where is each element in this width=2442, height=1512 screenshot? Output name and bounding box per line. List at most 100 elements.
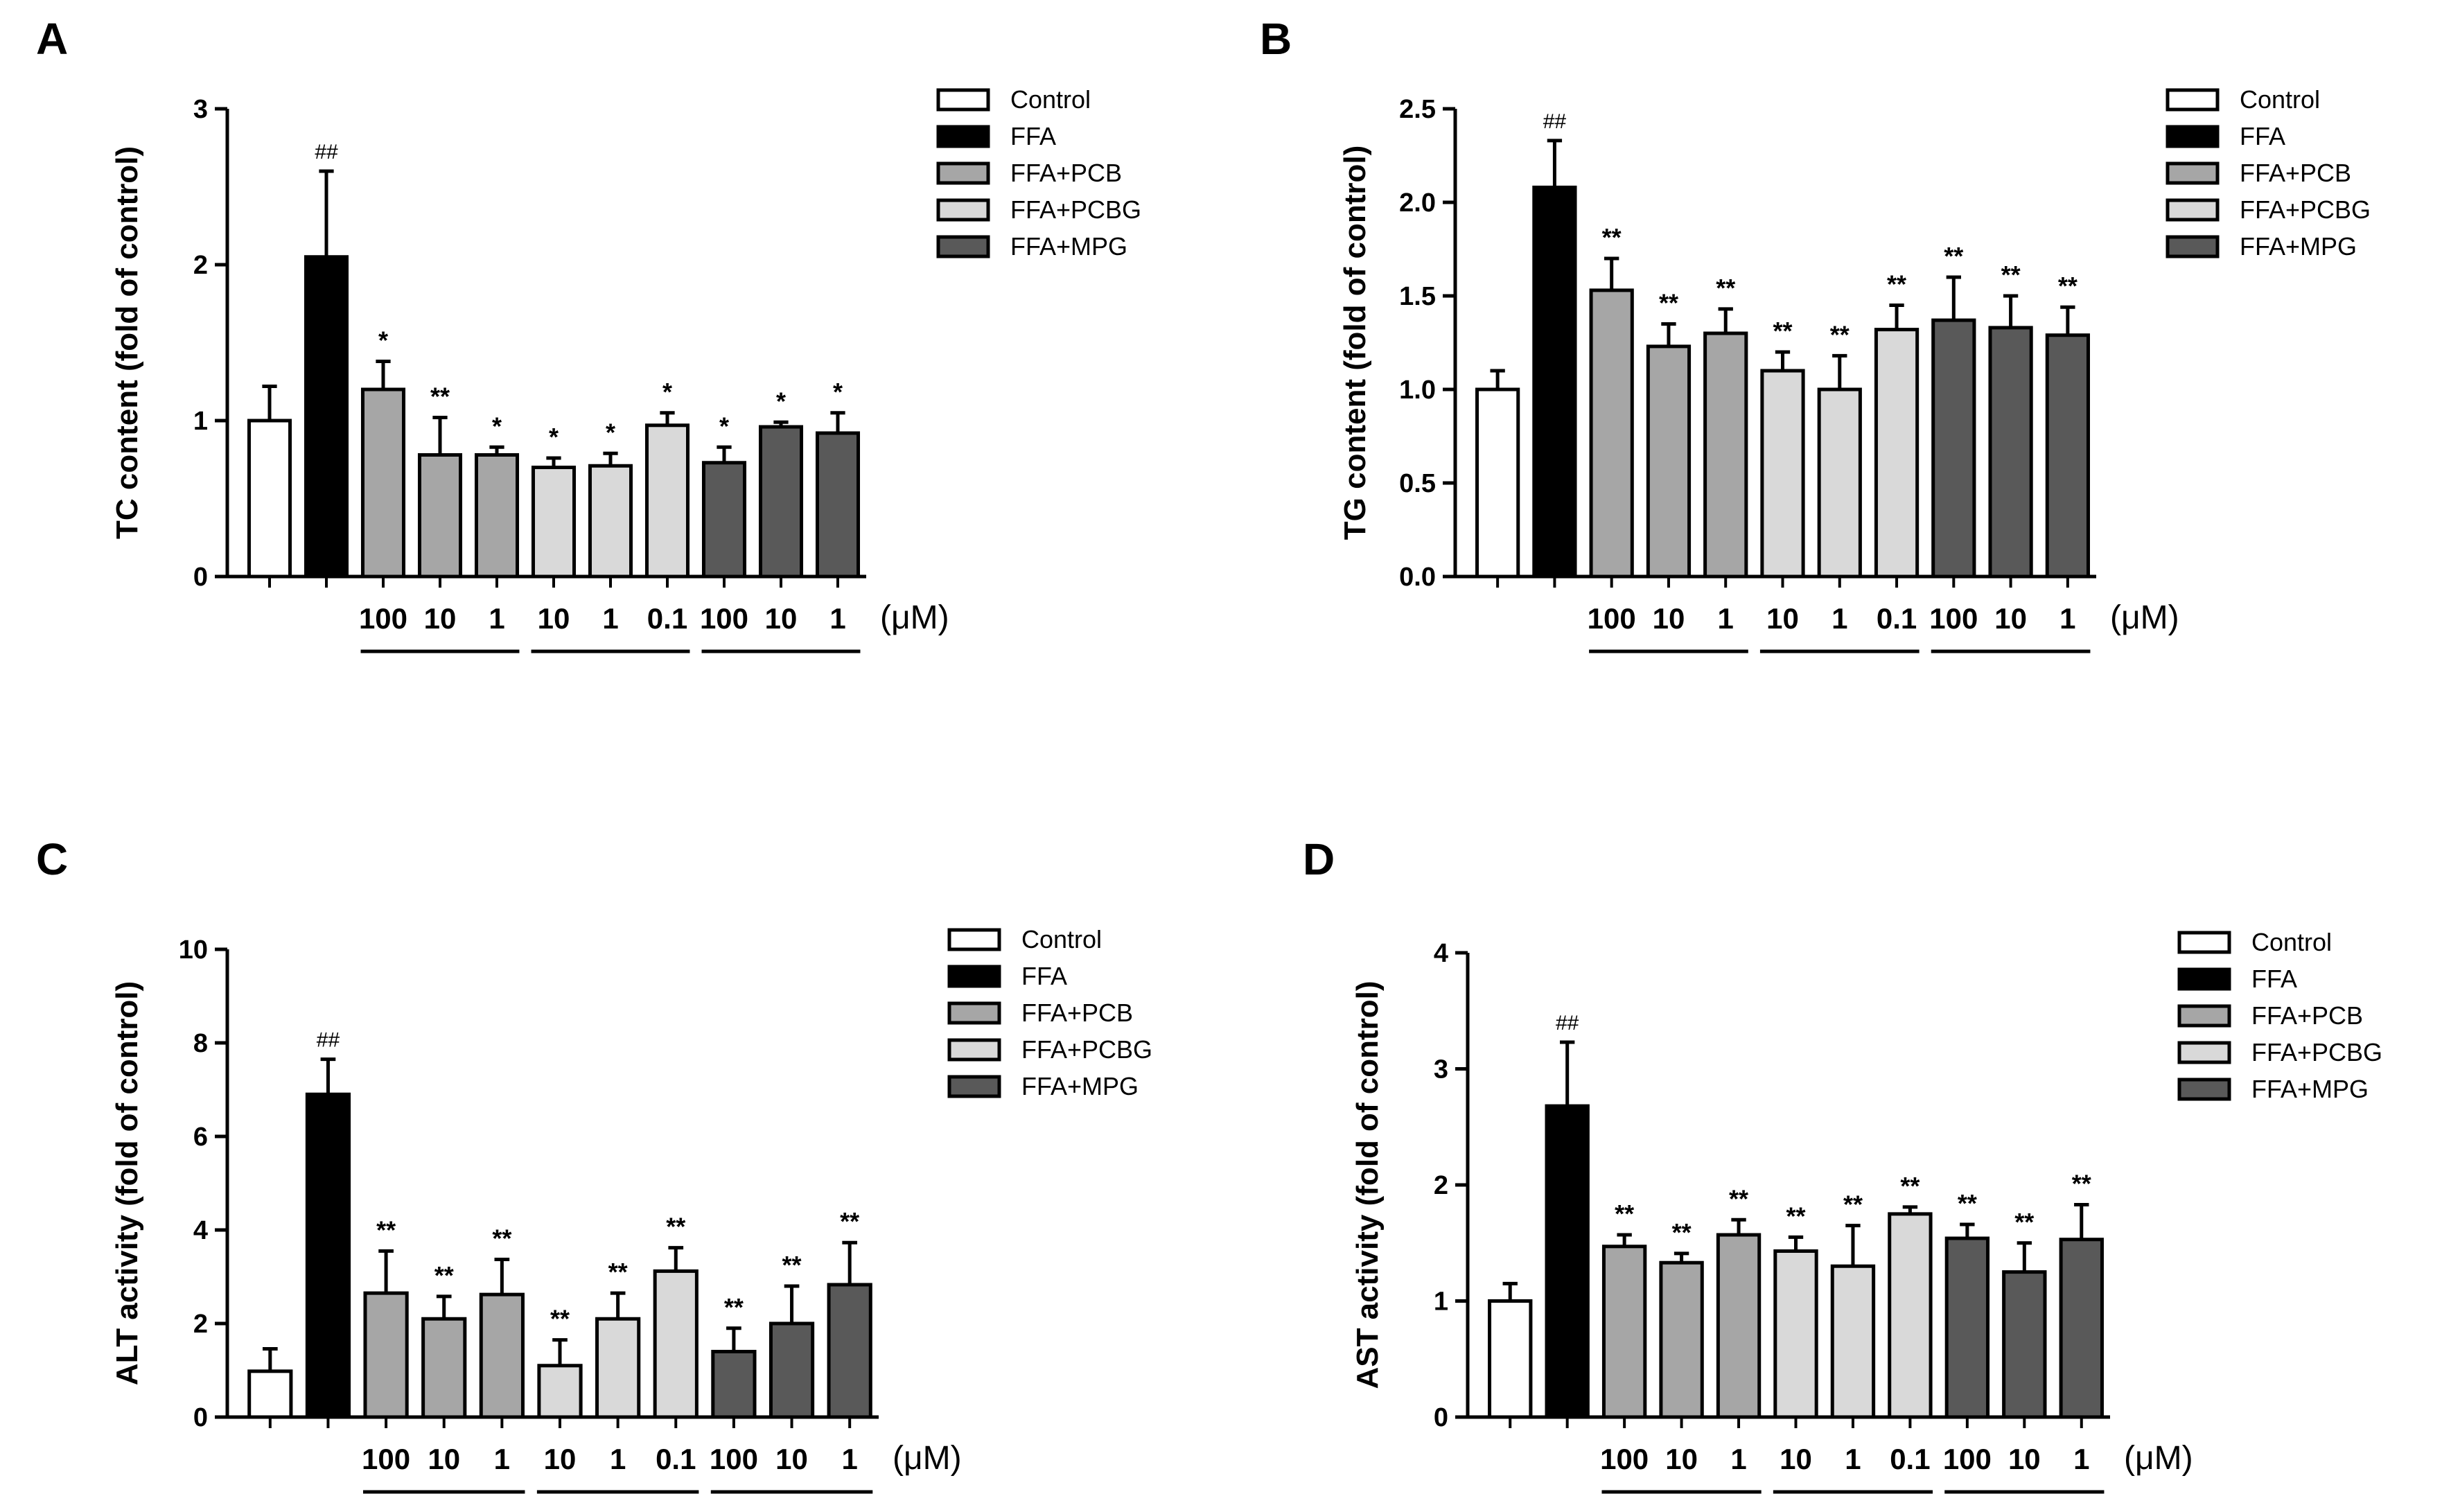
dose-label: 10	[2008, 1443, 2041, 1475]
y-tick-label: 0.5	[1399, 469, 1436, 498]
panel-letter: D	[1303, 834, 1335, 884]
legend-label: FFA+MPG	[2251, 1075, 2369, 1103]
significance-star: **	[1944, 242, 1963, 270]
y-tick-label: 1.0	[1399, 376, 1436, 405]
significance-star: **	[1659, 289, 1678, 317]
significance-star: **	[2072, 1169, 2091, 1197]
dose-label: 100	[1929, 602, 1978, 635]
bar	[827, 1283, 872, 1419]
dose-label: 1	[842, 1443, 858, 1475]
legend-swatch	[947, 1075, 1001, 1098]
legend-swatch	[2166, 125, 2220, 148]
legend-label: FFA+PCB	[2251, 1001, 2363, 1030]
bar	[1817, 387, 1862, 579]
bar	[653, 1269, 699, 1419]
dose-label: 0.1	[647, 602, 687, 635]
dose-label: 1	[1832, 602, 1847, 635]
y-tick-label: 8	[193, 1029, 208, 1058]
significance-star: **	[1786, 1202, 1805, 1230]
bar	[644, 423, 690, 579]
y-tick-label: 1.5	[1399, 282, 1436, 311]
significance-star: **	[1887, 270, 1906, 299]
dose-label: 10	[428, 1443, 460, 1475]
legend-label: FFA+PCB	[2240, 159, 2351, 187]
legend-swatch	[2177, 1004, 2231, 1028]
bar	[247, 1369, 293, 1419]
y-tick-label: 2	[193, 1310, 208, 1339]
significance-star: *	[606, 418, 615, 446]
bar	[537, 1364, 583, 1419]
y-axis-label: ALT activity (fold of control)	[110, 981, 144, 1385]
dose-label: 10	[1653, 602, 1685, 635]
y-tick-label: 1	[193, 407, 208, 436]
significance-star: *	[776, 387, 786, 415]
bar	[701, 461, 747, 579]
significance-star: **	[1615, 1199, 1634, 1228]
legend-swatch	[936, 88, 990, 112]
bar	[758, 425, 804, 579]
bar	[2002, 1270, 2047, 1419]
bar	[247, 419, 292, 579]
significance-star: *	[719, 412, 729, 440]
dose-label: 10	[1780, 1443, 1812, 1475]
significance-star: *	[662, 378, 672, 406]
bar	[479, 1292, 525, 1419]
y-tick-label: 4	[193, 1216, 208, 1245]
panel-letter: A	[36, 14, 68, 64]
legend-swatch	[2177, 967, 2231, 991]
y-tick-label: 0	[1434, 1403, 1448, 1432]
legend-swatch	[2166, 198, 2220, 222]
legend-label: FFA+MPG	[1010, 232, 1127, 261]
significance-star: *	[492, 412, 502, 440]
significance-star: **	[1602, 223, 1622, 252]
dose-label: 100	[359, 602, 407, 635]
dose-label: 10	[1665, 1443, 1698, 1475]
significance-star: **	[1716, 274, 1735, 302]
legend-swatch	[947, 1038, 1001, 1062]
significance-star: **	[434, 1261, 454, 1290]
legend-swatch	[936, 125, 990, 148]
significance-star: **	[376, 1215, 396, 1244]
unit-label: (μM)	[2124, 1440, 2193, 1477]
significance-star: **	[608, 1258, 628, 1286]
legend-label: FFA	[1021, 962, 1067, 990]
bar	[1944, 1236, 1990, 1419]
significance-star: **	[2058, 272, 2078, 300]
bar	[531, 466, 577, 579]
legend-label: FFA+PCBG	[2251, 1038, 2382, 1066]
dose-label: 1	[1718, 602, 1734, 635]
bar	[421, 1317, 467, 1419]
legend-label: FFA+PCBG	[1021, 1035, 1152, 1064]
bar	[1988, 326, 2033, 579]
bar	[363, 1291, 409, 1419]
significance-star: **	[2001, 261, 2021, 289]
dose-label: 1	[2073, 1443, 2089, 1475]
dose-label: 1	[489, 602, 504, 635]
significance-star: **	[724, 1293, 744, 1321]
dose-label: 10	[538, 602, 570, 635]
bar	[304, 255, 349, 579]
legend-label: FFA+MPG	[1021, 1072, 1139, 1100]
y-axis-label: TG content (fold of control)	[1338, 146, 1372, 540]
bar	[1475, 387, 1520, 579]
significance-star: **	[666, 1213, 685, 1241]
significance-star: **	[1843, 1190, 1863, 1219]
significance-star: **	[1830, 320, 1850, 349]
bar	[1830, 1264, 1876, 1419]
bar	[1659, 1260, 1704, 1419]
panel-b: B TG content (fold of control) 0.0 0.5 1.0 1.…	[1260, 14, 2371, 653]
bar	[1488, 1299, 1533, 1419]
legend-swatch	[2166, 88, 2220, 112]
bar	[1760, 369, 1805, 579]
panel-letter: B	[1260, 14, 1292, 64]
legend-swatch	[2166, 161, 2220, 185]
unit-label: (μM)	[893, 1440, 962, 1477]
bar	[1874, 328, 1920, 579]
bar	[768, 1321, 815, 1419]
legend-label: FFA	[2251, 965, 2297, 993]
dose-label: 10	[1766, 602, 1799, 635]
y-tick-label: 2.0	[1399, 188, 1436, 218]
dose-label: 100	[362, 1443, 410, 1475]
legend-label: FFA+PCBG	[2240, 195, 2371, 224]
